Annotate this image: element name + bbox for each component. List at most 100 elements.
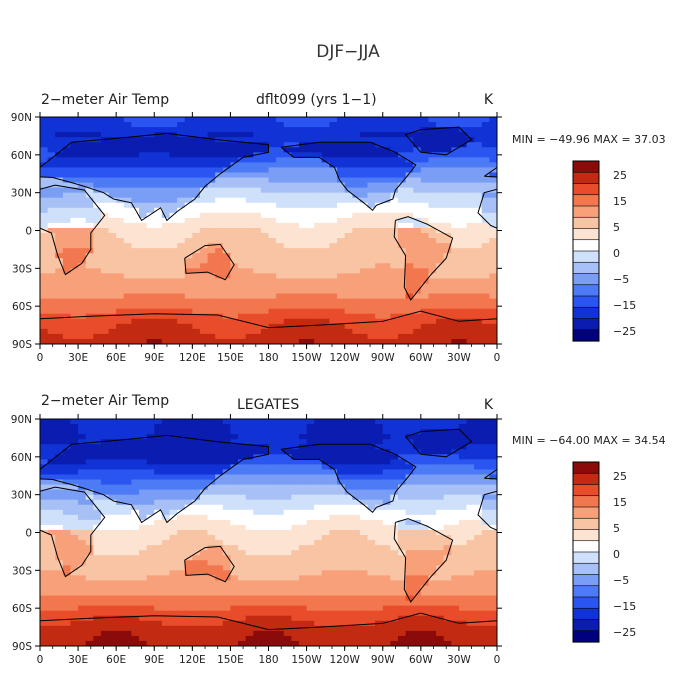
heatmap-cell (390, 318, 399, 325)
heatmap-cell (329, 298, 338, 305)
heatmap-cell (245, 258, 254, 264)
heatmap-cell (405, 248, 414, 254)
heatmap-cell (298, 454, 308, 460)
heatmap-cell (436, 328, 445, 335)
heatmap-cell (375, 177, 384, 184)
heatmap-cell (47, 268, 56, 274)
heatmap-cell (222, 328, 232, 335)
heatmap-cell (260, 489, 270, 496)
heatmap-cell (139, 333, 148, 340)
heatmap-cell (131, 313, 140, 320)
heatmap-cell (329, 519, 338, 526)
heatmap-cell (420, 338, 430, 344)
heatmap-cell (291, 273, 300, 280)
heatmap-cell (253, 117, 262, 123)
heatmap-cell (55, 263, 64, 269)
heatmap-cell (177, 122, 186, 128)
heatmap-cell (238, 313, 247, 320)
heatmap-cell (436, 454, 445, 460)
heatmap-cell (184, 424, 193, 430)
heatmap-cell (298, 550, 308, 556)
heatmap-cell (481, 162, 490, 169)
heatmap-cell (100, 303, 110, 310)
heatmap-cell (78, 227, 87, 234)
heatmap-cell (283, 529, 292, 536)
heatmap-cell (93, 147, 102, 153)
heatmap-cell (93, 127, 102, 133)
heatmap-cell (116, 514, 125, 521)
heatmap-cell (390, 519, 399, 526)
heatmap-cell (260, 484, 270, 491)
heatmap-cell (222, 197, 232, 204)
heatmap-cell (222, 464, 232, 471)
heatmap-cell (169, 565, 178, 571)
heatmap-cell (489, 127, 497, 133)
heatmap-cell (466, 464, 475, 471)
heatmap-cell (40, 449, 49, 455)
heatmap-cell (329, 227, 338, 234)
heatmap-cell (375, 293, 384, 300)
heatmap-cell (192, 167, 201, 174)
heatmap-cell (321, 565, 331, 571)
heatmap-cell (260, 222, 270, 229)
heatmap-cell (47, 338, 56, 344)
heatmap-cell (253, 172, 262, 179)
heatmap-cell (108, 464, 117, 471)
heatmap-cell (443, 575, 452, 582)
heatmap-cell (146, 207, 155, 214)
heatmap-cell (177, 529, 186, 536)
heatmap-cell (420, 288, 430, 295)
heatmap-cell (146, 333, 155, 340)
heatmap-cell (230, 263, 239, 269)
heatmap-cell (420, 127, 430, 133)
heatmap-cell (47, 227, 56, 234)
heatmap-cell (222, 459, 232, 465)
heatmap-cell (199, 328, 209, 335)
heatmap-cell (207, 454, 216, 460)
heatmap-cell (85, 122, 94, 128)
heatmap-cell (55, 545, 64, 551)
heatmap-cell (161, 464, 171, 471)
heatmap-cell (451, 540, 460, 546)
heatmap-cell (268, 268, 277, 274)
heatmap-cell (481, 253, 490, 259)
heatmap-cell (199, 283, 209, 290)
heatmap-cell (108, 222, 117, 229)
heatmap-cell (238, 117, 247, 123)
heatmap-cell (123, 233, 132, 239)
heatmap-cell (329, 504, 338, 511)
heatmap-cell (116, 152, 125, 158)
heatmap-cell (62, 217, 72, 224)
heatmap-cell (100, 585, 110, 592)
heatmap-cell (337, 464, 346, 471)
heatmap-cell (405, 328, 414, 335)
heatmap-cell (375, 192, 384, 199)
heatmap-cell (192, 328, 201, 335)
heatmap-cell (420, 167, 430, 174)
heatmap-cell (116, 313, 125, 320)
heatmap-cell (154, 540, 163, 546)
heatmap-cell (276, 535, 285, 541)
heatmap-cell (55, 524, 64, 531)
heatmap-cell (428, 303, 437, 310)
heatmap-cell (466, 268, 475, 274)
heatmap-cell (100, 323, 110, 330)
heatmap-cell (390, 509, 399, 516)
heatmap-cell (375, 524, 384, 531)
heatmap-cell (260, 268, 270, 274)
heatmap-cell (458, 283, 468, 290)
heatmap-cell (253, 298, 262, 305)
heatmap-cell (245, 132, 254, 138)
heatmap-cell (40, 303, 49, 310)
heatmap-cell (420, 142, 430, 148)
heatmap-cell (222, 318, 232, 325)
heatmap-cell (100, 464, 110, 471)
heatmap-cell (253, 268, 262, 274)
heatmap-cell (47, 253, 56, 259)
heatmap-cell (108, 243, 117, 249)
heatmap-cell (306, 187, 315, 194)
heatmap-cell (93, 318, 102, 325)
heatmap-cell (428, 474, 437, 481)
heatmap-cell (481, 540, 490, 546)
heatmap-cell (85, 494, 94, 501)
